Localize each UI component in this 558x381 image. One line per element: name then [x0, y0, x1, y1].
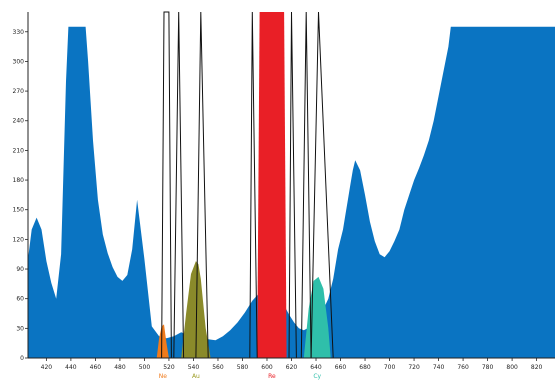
channel-labels: Ne Au Re Cy — [159, 373, 322, 380]
x-tick-label: 720 — [408, 364, 420, 371]
x-tick-label: 820 — [531, 364, 543, 371]
x-tick-label: 740 — [433, 364, 445, 371]
y-tick-label: 240 — [13, 118, 25, 125]
y-tick-label: 120 — [13, 236, 25, 243]
x-tick-label: 560 — [212, 364, 224, 371]
channel-label-re: Re — [268, 373, 276, 380]
y-tick-label: 180 — [13, 177, 25, 184]
channel-peak-0 — [156, 324, 169, 358]
y-tick-label: 300 — [13, 58, 25, 65]
x-tick-label: 440 — [65, 364, 77, 371]
channel-peak-3 — [303, 276, 331, 358]
x-tick-label: 660 — [335, 364, 347, 371]
y-tick-label: 90 — [16, 266, 24, 273]
y-tick-label: 30 — [16, 325, 24, 332]
filter-line-6 — [310, 11, 334, 359]
x-tick-label: 540 — [188, 364, 200, 371]
channel-label-au: Au — [192, 373, 200, 380]
x-tick-label: 780 — [482, 364, 494, 371]
y-tick-label: 210 — [13, 147, 25, 154]
background-spectrum — [28, 26, 555, 359]
y-tick-labels: 0 30 60 90 120 150 180 210 240 270 300 330 — [13, 29, 25, 362]
spectrum-area — [28, 26, 555, 359]
x-tick-label: 420 — [41, 364, 53, 371]
y-tick-label: 270 — [13, 88, 25, 95]
x-tick-label: 640 — [310, 364, 322, 371]
axes — [25, 12, 555, 361]
x-tick-label: 460 — [90, 364, 102, 371]
x-tick-label: 680 — [359, 364, 371, 371]
channel-peak-2 — [257, 12, 287, 358]
channel-label-ne: Ne — [159, 373, 167, 380]
y-tick-label: 150 — [13, 207, 25, 214]
x-tick-label: 480 — [114, 364, 126, 371]
filter-line-0 — [161, 11, 172, 359]
filter-line-2 — [195, 11, 209, 359]
channel-label-cy: Cy — [313, 373, 321, 380]
channel-peak-1 — [181, 261, 211, 358]
x-tick-label: 500 — [139, 364, 151, 371]
x-tick-label: 580 — [237, 364, 249, 371]
y-tick-label: 330 — [13, 29, 25, 36]
x-tick-label: 700 — [384, 364, 396, 371]
channel-peaks — [156, 12, 331, 358]
x-tick-label: 520 — [163, 364, 175, 371]
y-tick-label: 60 — [16, 296, 24, 303]
x-tick-label: 760 — [457, 364, 469, 371]
filter-line-3 — [249, 11, 258, 359]
filter-line-5 — [300, 11, 312, 359]
x-tick-labels: 420 440 460 480 500 520 540 560 580 600 620 640 660 6… — [41, 364, 543, 371]
x-tick-label: 620 — [286, 364, 298, 371]
filter-line-4 — [288, 11, 297, 359]
y-tick-label: 0 — [20, 355, 24, 362]
x-tick-label: 800 — [506, 364, 518, 371]
filter-lines — [161, 11, 334, 359]
filter-line-1 — [173, 11, 185, 359]
x-tick-label: 600 — [261, 364, 273, 371]
